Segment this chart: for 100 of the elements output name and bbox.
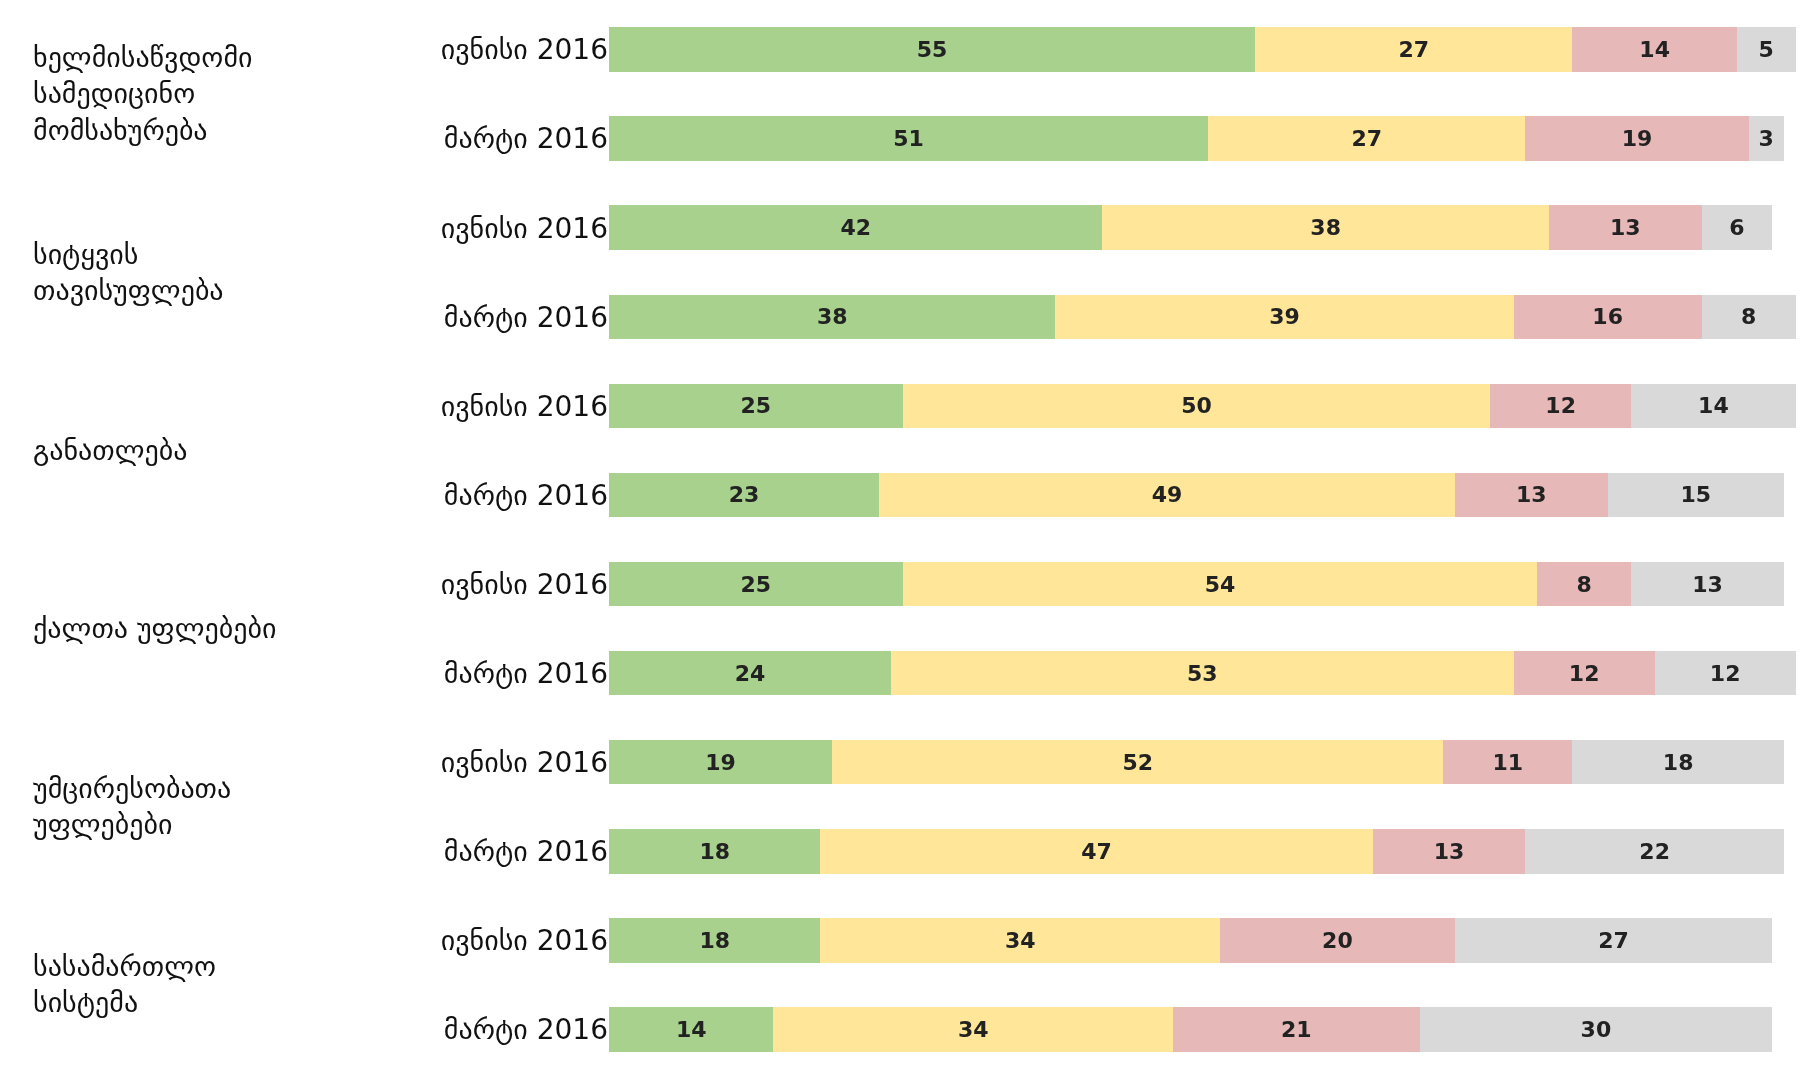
data-label: 19 <box>1621 126 1653 152</box>
bar <box>832 739 1444 785</box>
bar <box>1736 27 1796 72</box>
data-label: 30 <box>1580 1016 1612 1042</box>
bar <box>1572 27 1737 72</box>
text: განათლება <box>33 434 188 467</box>
data-label: 8 <box>1741 304 1757 330</box>
data-label: 15 <box>1680 482 1712 508</box>
data-label: 27 <box>1398 37 1430 63</box>
data-label: 52 <box>1122 749 1153 775</box>
y-tick-label: მარტი 2016 <box>443 1013 608 1047</box>
bar <box>902 561 1538 607</box>
data-label: 8 <box>1576 571 1592 597</box>
bar <box>608 918 821 963</box>
y-tick-label: ივნისი 2016 <box>440 567 608 601</box>
bar <box>1525 829 1784 874</box>
text: ქალთა უფლებები <box>33 612 277 645</box>
bar <box>1102 205 1549 250</box>
bar <box>1372 829 1526 874</box>
data-label: 27 <box>1598 927 1629 953</box>
bar <box>1172 1007 1420 1052</box>
bar <box>820 918 1220 963</box>
data-label: 12 <box>1545 393 1576 419</box>
data-label: 34 <box>1004 927 1036 953</box>
y-tick-label: ივნისი 2016 <box>440 924 608 958</box>
bar <box>1607 472 1784 518</box>
bar <box>1490 383 1632 429</box>
text: უმცირესობათა უფლებები <box>33 772 232 842</box>
y-tick-label: ივნისი 2016 <box>440 746 608 780</box>
data-label: 12 <box>1568 660 1600 686</box>
bar <box>1701 205 1773 250</box>
bar <box>1419 1007 1773 1052</box>
data-label: 49 <box>1151 482 1183 508</box>
data-label: 14 <box>1698 393 1729 419</box>
bar <box>820 829 1373 874</box>
bar <box>1631 383 1796 429</box>
bar <box>1701 294 1796 340</box>
bar <box>1219 918 1455 963</box>
text: სიტყვის თავისუფლება <box>33 238 224 308</box>
text: სასამართლო სისტემა <box>33 950 217 1020</box>
bar <box>1208 116 1526 161</box>
bar <box>608 650 891 696</box>
bar <box>1748 116 1784 161</box>
bar <box>1537 561 1632 607</box>
y-tick-label: მარტი 2016 <box>443 656 608 690</box>
bar <box>890 650 1514 696</box>
data-label: 18 <box>1662 749 1694 775</box>
text: ხელმისაწვდომი სამედიცინო მომსახურება <box>33 41 253 147</box>
bar <box>1513 294 1702 340</box>
data-label: 6 <box>1729 215 1745 241</box>
data-label: 18 <box>699 838 731 864</box>
bar <box>1654 650 1796 696</box>
y-tick-label: მარტი 2016 <box>443 122 608 156</box>
y-tick-label: მარტი 2016 <box>443 478 608 512</box>
data-label: 20 <box>1322 927 1353 953</box>
data-label: 25 <box>740 571 772 597</box>
bar <box>1513 650 1655 696</box>
data-label: 38 <box>816 304 848 330</box>
data-label: 13 <box>1692 571 1723 597</box>
bar <box>1454 918 1773 963</box>
bar <box>1255 27 1573 72</box>
bar <box>1454 472 1608 518</box>
bar <box>1631 561 1784 607</box>
bar <box>879 472 1455 518</box>
y-tick-label: მარტი 2016 <box>443 300 608 334</box>
bar <box>608 294 1056 340</box>
bar <box>1055 294 1514 340</box>
bar <box>608 829 821 874</box>
data-label: 13 <box>1433 838 1465 864</box>
data-label: 42 <box>840 215 872 241</box>
bar <box>608 205 1103 250</box>
bar <box>1525 116 1749 161</box>
data-label: 22 <box>1639 838 1670 864</box>
bar <box>902 383 1491 429</box>
bar <box>608 1007 774 1052</box>
data-label: 25 <box>740 393 772 419</box>
data-label: 13 <box>1609 215 1641 241</box>
data-label: 19 <box>705 749 736 775</box>
data-label: 53 <box>1187 660 1218 686</box>
y-tick-label: მარტი 2016 <box>443 835 608 869</box>
y-tick-label: ივნისი 2016 <box>440 211 608 245</box>
data-label: 11 <box>1492 749 1524 775</box>
bar <box>608 27 1256 72</box>
y-tick-label: ივნისი 2016 <box>440 389 608 423</box>
data-label: 21 <box>1281 1016 1312 1042</box>
y-tick-label: ივნისი 2016 <box>440 33 608 67</box>
data-label: 50 <box>1181 393 1212 419</box>
bar <box>608 739 833 785</box>
data-label: 18 <box>699 927 731 953</box>
bar <box>608 472 880 518</box>
data-label: 39 <box>1269 304 1300 330</box>
bar <box>608 116 1209 161</box>
data-label: 38 <box>1310 215 1341 241</box>
data-label: 3 <box>1758 126 1774 152</box>
data-label: 12 <box>1709 660 1741 686</box>
data-label: 54 <box>1204 571 1236 597</box>
data-label: 47 <box>1081 838 1112 864</box>
bar <box>1548 205 1702 250</box>
bar <box>1572 739 1784 785</box>
bar <box>608 561 903 607</box>
